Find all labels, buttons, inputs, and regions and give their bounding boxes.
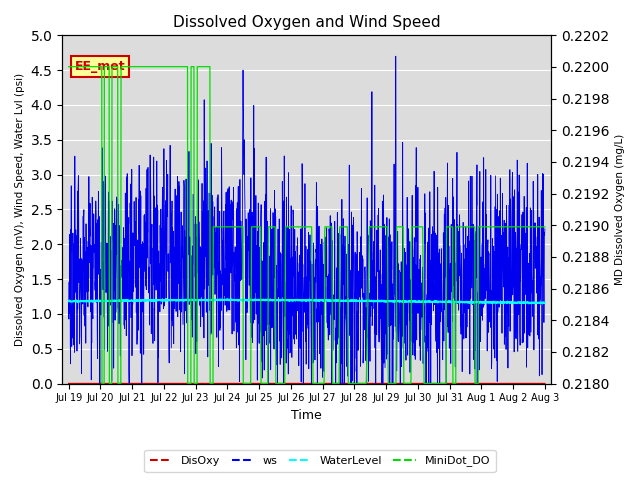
Y-axis label: Dissolved Oxygen (mV), Wind Speed, Water Lvl (psi): Dissolved Oxygen (mV), Wind Speed, Water…	[15, 73, 25, 346]
Title: Dissolved Oxygen and Wind Speed: Dissolved Oxygen and Wind Speed	[173, 15, 440, 30]
Legend: DisOxy, ws, WaterLevel, MiniDot_DO: DisOxy, ws, WaterLevel, MiniDot_DO	[145, 450, 495, 472]
Y-axis label: MD Dissolved Oxygen (mg/L): MD Dissolved Oxygen (mg/L)	[615, 134, 625, 285]
Text: EE_met: EE_met	[74, 60, 125, 73]
X-axis label: Time: Time	[291, 409, 322, 422]
